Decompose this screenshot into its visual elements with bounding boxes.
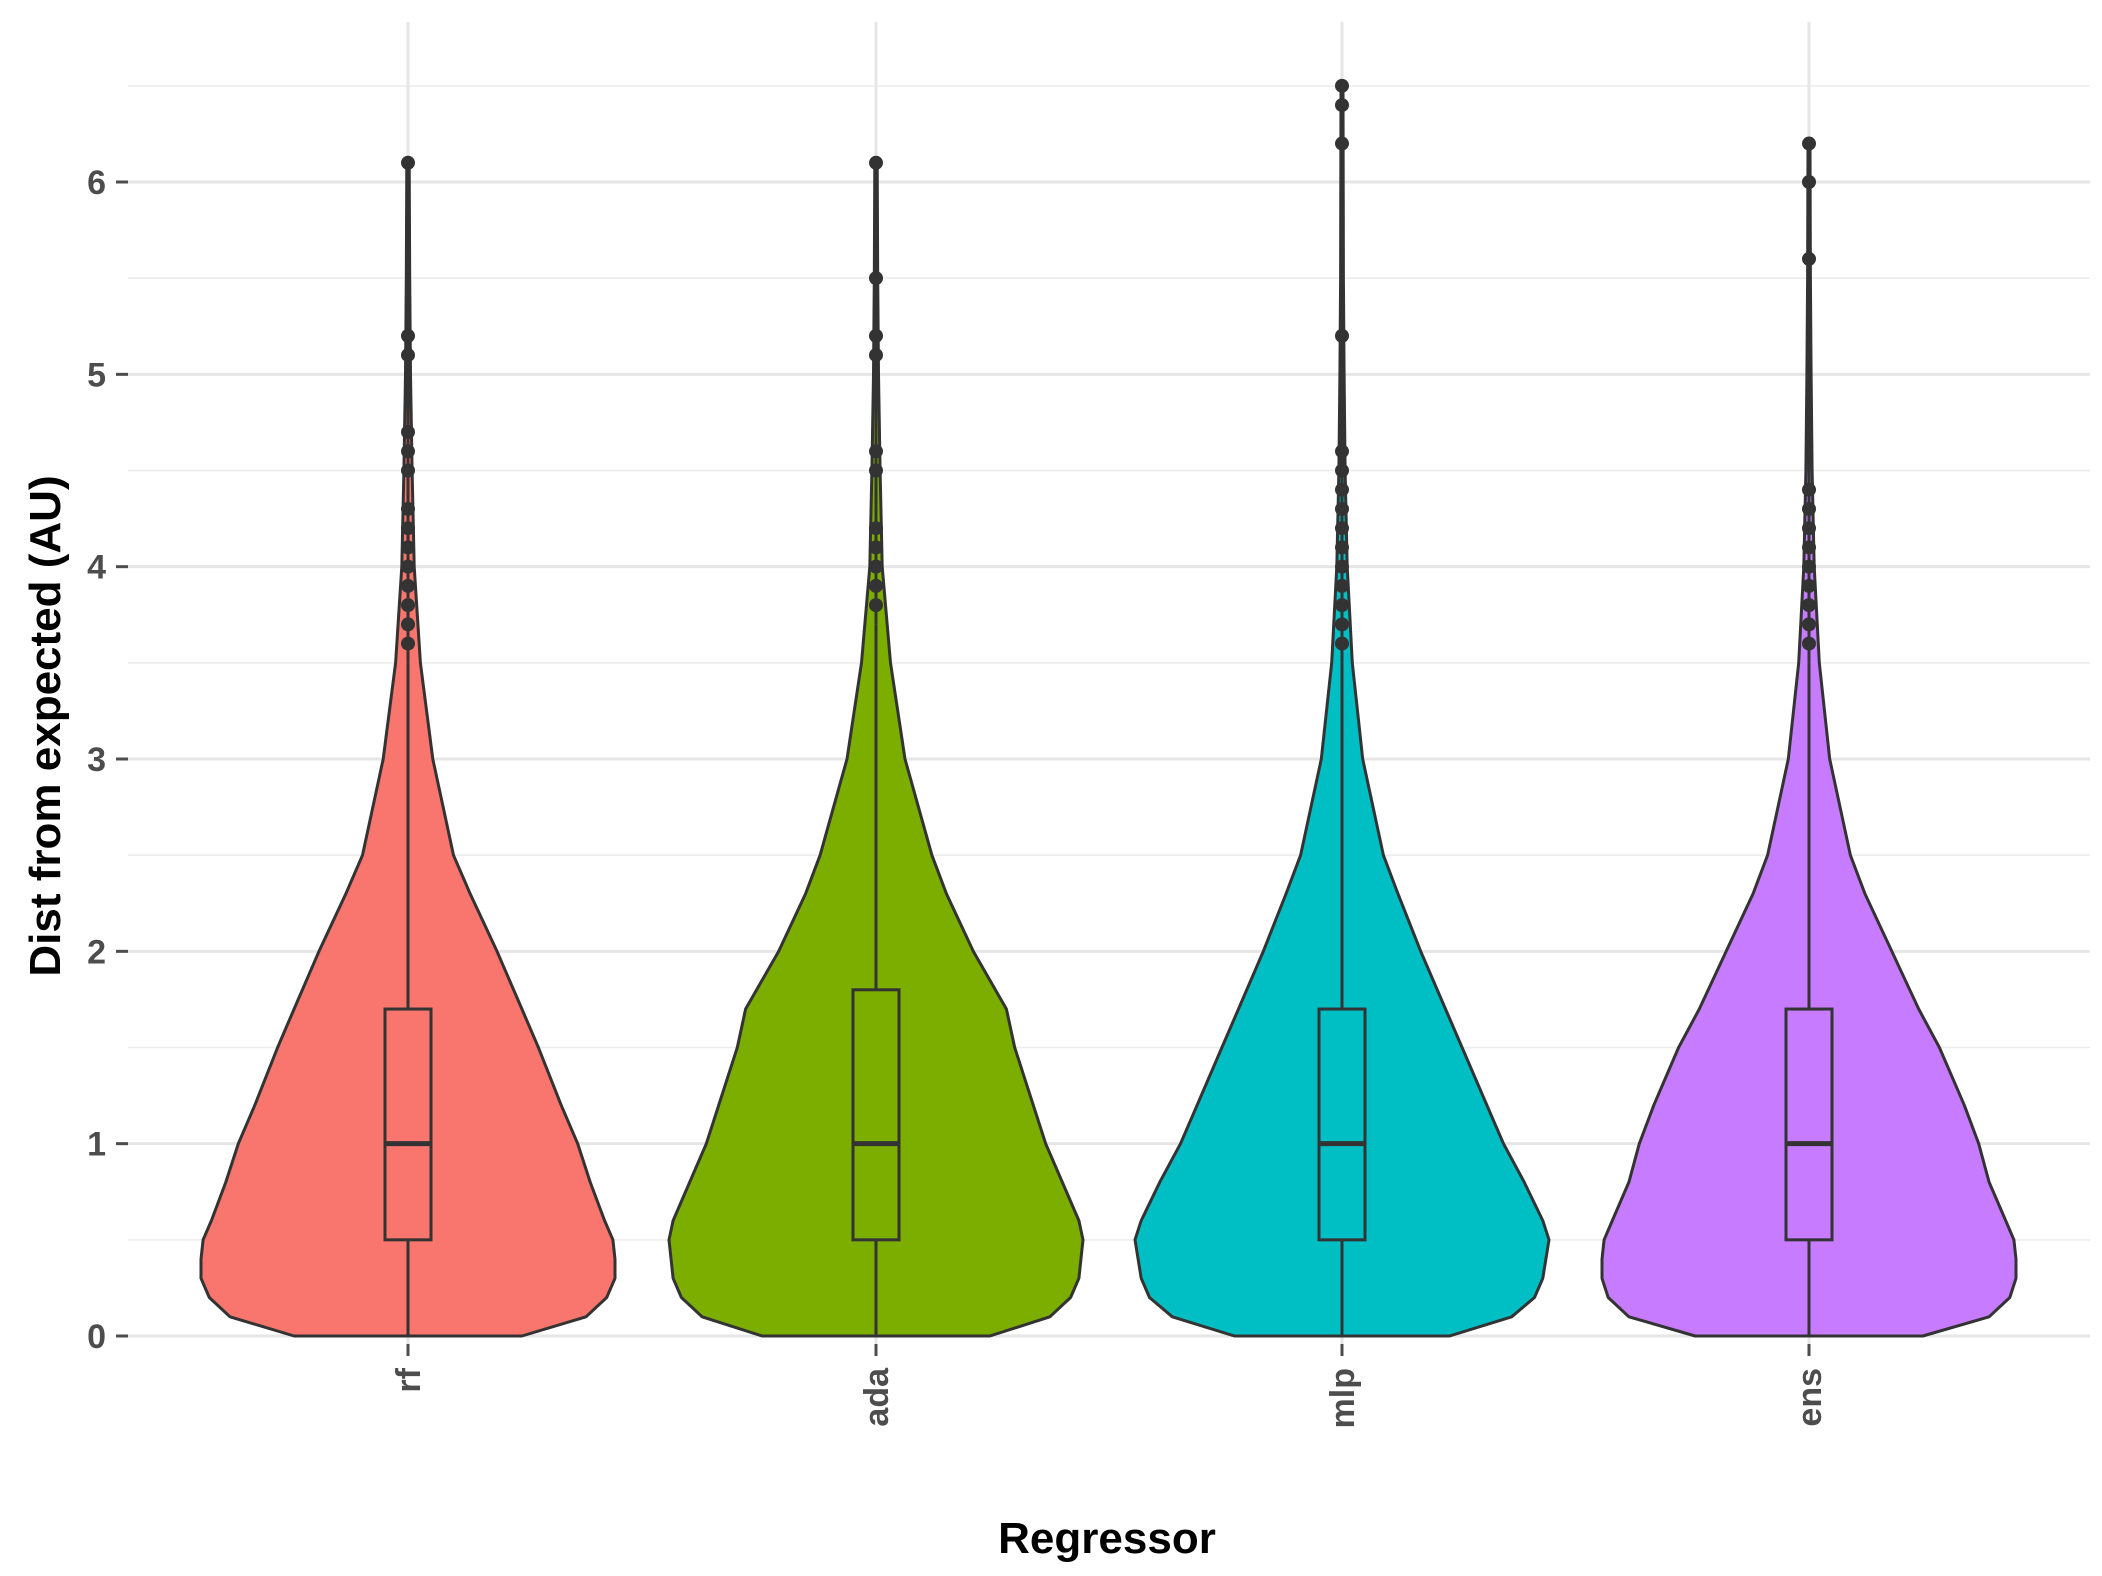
outlier-point-ens (1802, 482, 1816, 497)
y-tick-label: 0 (87, 1318, 106, 1356)
outlier-point-ada (869, 463, 883, 478)
outlier-point-rf (401, 425, 415, 440)
outlier-point-rf (401, 328, 415, 343)
outlier-point-rf (401, 598, 415, 613)
outlier-point-rf (401, 463, 415, 478)
axes: 0 1 2 3 4 5 6 rf ada mlp ens (87, 164, 1829, 1428)
box-ada (851, 988, 901, 1242)
outlier-point-ada (869, 521, 883, 536)
x-tick-label-mlp: mlp (1324, 1368, 1362, 1428)
x-tick-label-ada: ada (858, 1367, 896, 1427)
x-tick-label-rf: rf (390, 1367, 428, 1392)
outlier-point-mlp (1335, 501, 1349, 516)
outlier-points (401, 78, 1816, 651)
outlier-point-mlp (1335, 559, 1349, 574)
outlier-point-rf (401, 559, 415, 574)
y-tick-label: 2 (87, 933, 106, 971)
outlier-point-rf (401, 617, 415, 632)
outlier-point-mlp (1335, 444, 1349, 459)
violins (199, 84, 2018, 1338)
outlier-point-ens (1802, 559, 1816, 574)
outlier-point-ada (869, 155, 883, 170)
outlier-point-ada (869, 578, 883, 593)
outlier-point-ada (869, 444, 883, 459)
x-tick-label-ens: ens (1791, 1368, 1829, 1427)
outlier-point-ada (869, 598, 883, 613)
outlier-point-ens (1802, 501, 1816, 516)
outlier-point-mlp (1335, 598, 1349, 613)
outlier-point-mlp (1335, 636, 1349, 651)
outlier-point-ada (869, 328, 883, 343)
y-tick-label: 5 (87, 356, 106, 394)
outlier-point-mlp (1335, 521, 1349, 536)
outlier-point-ada (869, 348, 883, 363)
outlier-point-rf (401, 578, 415, 593)
box-ens (1784, 1007, 1834, 1242)
outlier-point-mlp (1335, 540, 1349, 555)
outlier-point-mlp (1335, 78, 1349, 93)
y-tick-label: 3 (87, 741, 106, 779)
box-mlp (1317, 1007, 1367, 1242)
outlier-point-ens (1802, 617, 1816, 632)
box-rf (383, 1007, 433, 1242)
outlier-point-ens (1802, 540, 1816, 555)
x-axis-title: Regressor (998, 1514, 1216, 1563)
outlier-point-ada (869, 559, 883, 574)
outlier-point-mlp (1335, 463, 1349, 478)
outlier-point-rf (401, 636, 415, 651)
y-tick-label: 6 (87, 164, 106, 202)
outlier-point-mlp (1335, 482, 1349, 497)
outlier-point-rf (401, 155, 415, 170)
outlier-point-rf (401, 348, 415, 363)
outlier-point-ada (869, 271, 883, 286)
outlier-point-ens (1802, 251, 1816, 266)
boxplots (383, 85, 1834, 1336)
y-axis-title: Dist from expected (AU) (21, 475, 70, 976)
outlier-point-mlp (1335, 98, 1349, 113)
outlier-point-mlp (1335, 578, 1349, 593)
outlier-point-rf (401, 444, 415, 459)
outlier-point-rf (401, 540, 415, 555)
outlier-point-rf (401, 501, 415, 516)
y-tick-label: 4 (87, 549, 106, 587)
outlier-point-ens (1802, 636, 1816, 651)
outlier-point-ens (1802, 578, 1816, 593)
outlier-point-ens (1802, 598, 1816, 613)
y-tick-label: 1 (87, 1126, 106, 1164)
outlier-point-ens (1802, 175, 1816, 189)
outlier-point-mlp (1335, 617, 1349, 632)
outlier-point-ens (1802, 136, 1816, 151)
outlier-point-ens (1802, 521, 1816, 536)
outlier-point-rf (401, 521, 415, 536)
outlier-point-mlp (1335, 136, 1349, 151)
outlier-point-mlp (1335, 328, 1349, 343)
outlier-point-ada (869, 540, 883, 555)
